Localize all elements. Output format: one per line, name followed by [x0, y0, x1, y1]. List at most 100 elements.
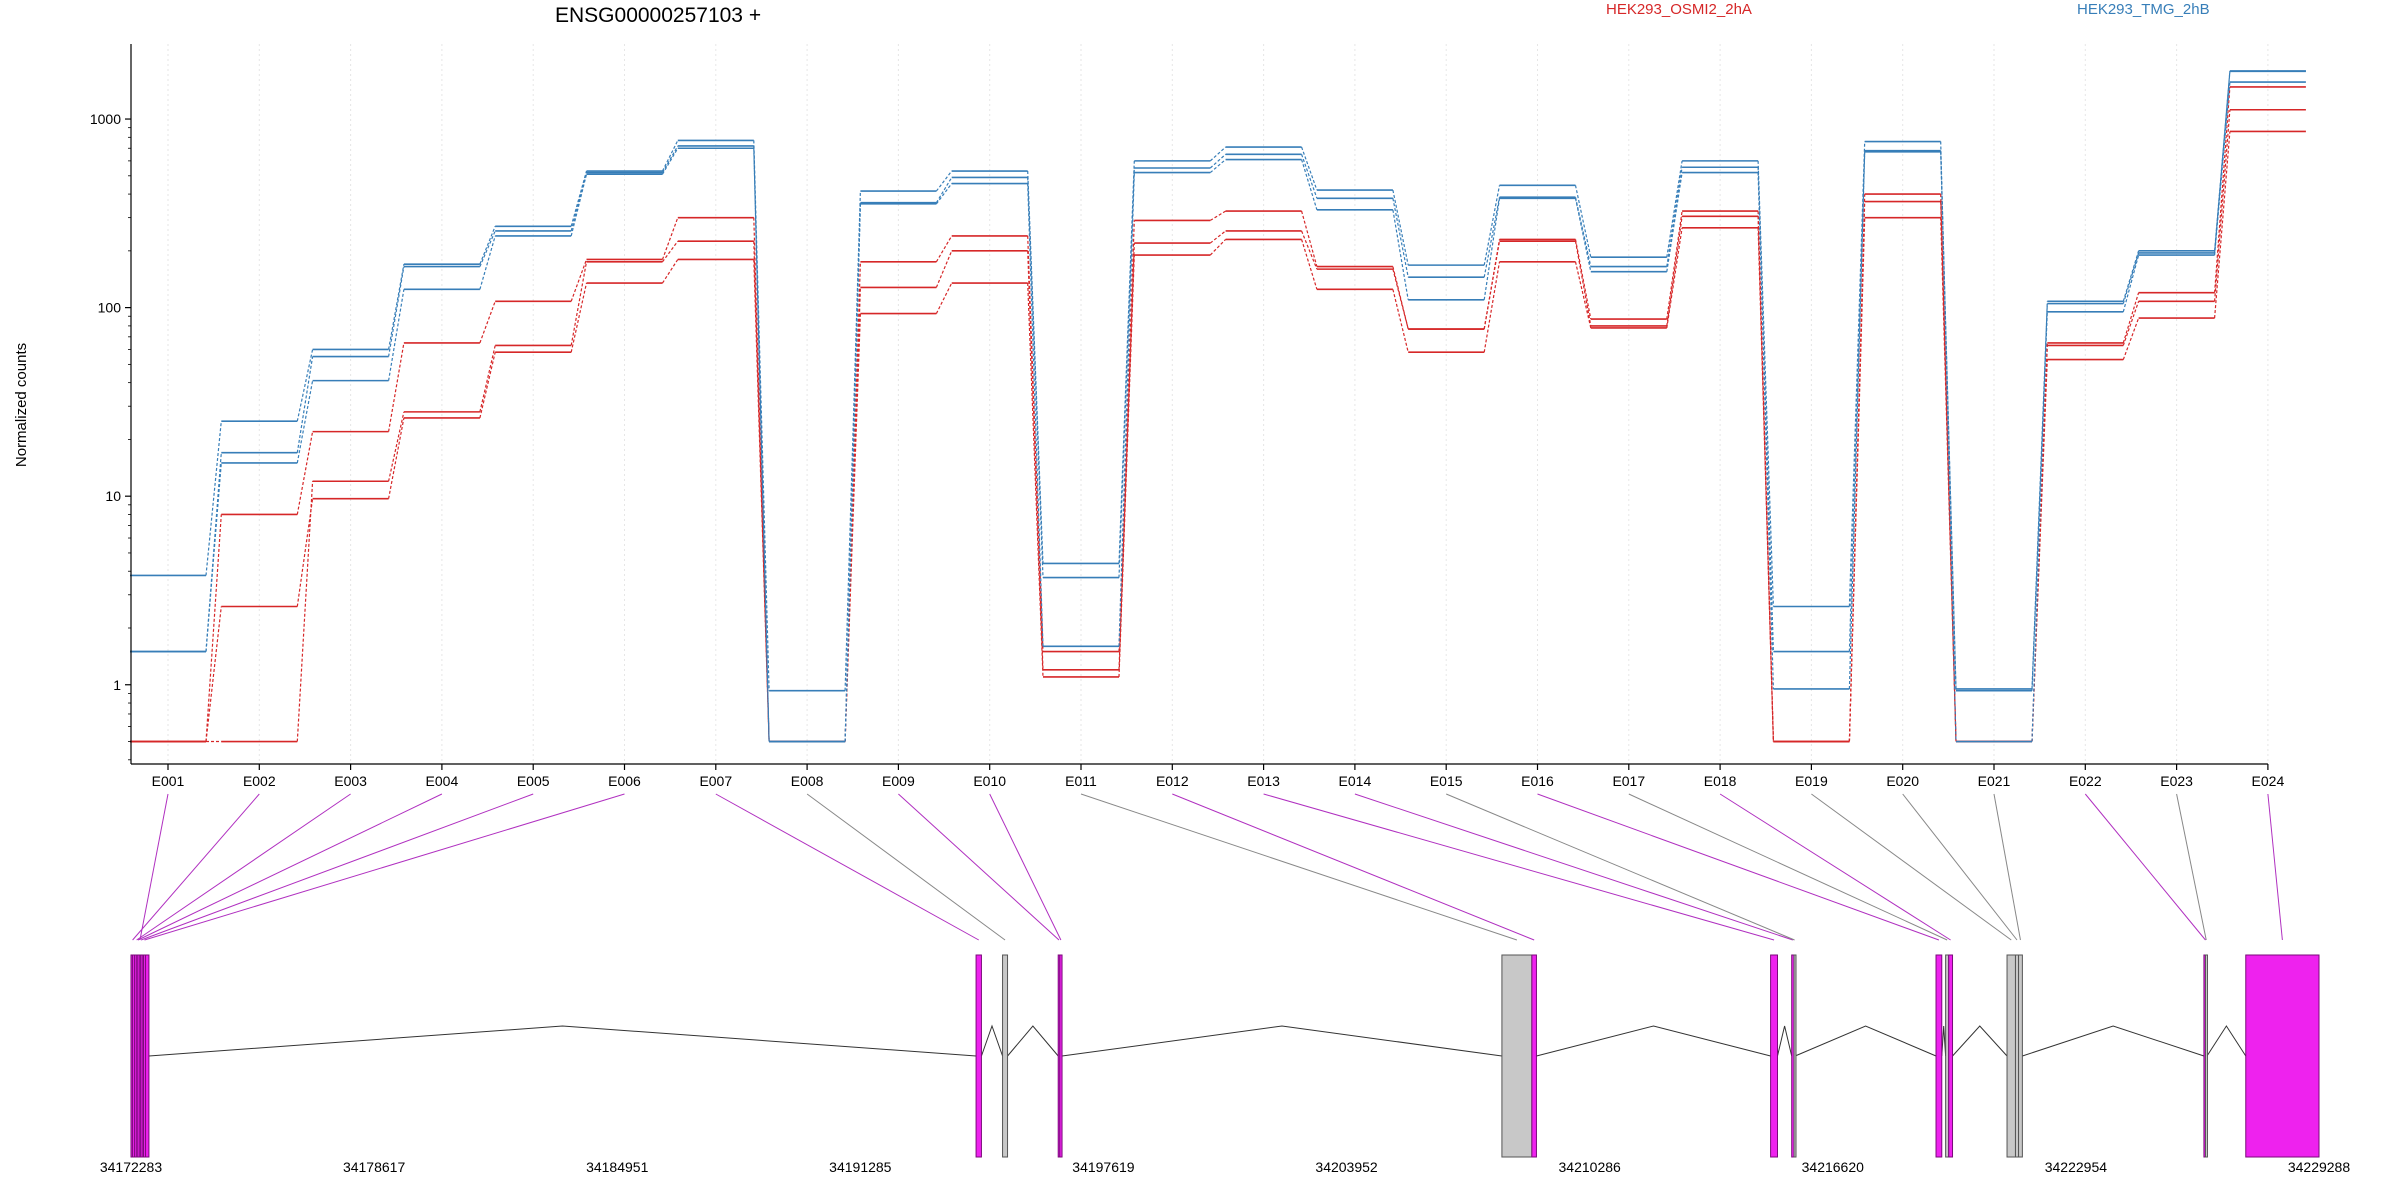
connector-E019 [1811, 793, 2012, 941]
x-tick-label-E005: E005 [517, 773, 550, 789]
exon-block-E023 [2204, 954, 2208, 1158]
legend-entry-group-1: HEK293_TMG_2hB [2077, 1, 2210, 18]
series-connector [2122, 252, 2140, 304]
series-connector [1848, 194, 1866, 742]
series-connector [1209, 146, 1227, 162]
series-connector [661, 259, 679, 284]
intron-line [148, 1025, 977, 1057]
exon-block-E021 [2018, 954, 2023, 1158]
connector-E011 [1080, 793, 1518, 941]
series-connector [2122, 292, 2140, 344]
series-connector [2031, 303, 2048, 689]
intron-line [1941, 1025, 1947, 1057]
series-connector [1209, 153, 1226, 169]
series-connector [479, 226, 496, 265]
series-connector [935, 282, 953, 314]
series-connector [935, 235, 953, 263]
x-tick-label-E002: E002 [243, 773, 276, 789]
genomic-coordinate-label: 34191285 [829, 1159, 892, 1175]
series-connector [1483, 197, 1501, 278]
series-connector [388, 289, 405, 381]
series-connector [1848, 141, 1866, 607]
connector-E022 [2084, 793, 2206, 941]
series-connector [1666, 227, 1683, 329]
x-tick-label-E022: E022 [2069, 773, 2102, 789]
x-tick-label-E013: E013 [1247, 773, 1280, 789]
genomic-coordinate-label: 34184951 [586, 1159, 649, 1175]
series-connector [753, 145, 770, 742]
exon-block-E007 [975, 954, 982, 1158]
series-6 [130, 70, 2306, 743]
series-connector [1301, 239, 1318, 290]
series-connector [662, 240, 679, 263]
series-connector [2122, 301, 2140, 346]
x-tick-label-E008: E008 [791, 773, 824, 789]
series-connector [2214, 131, 2231, 319]
intron-line [1777, 1025, 1793, 1057]
series-connector [1483, 185, 1501, 266]
series-connector [2214, 82, 2231, 256]
genomic-coordinate-label: 34178617 [343, 1159, 406, 1175]
x-tick-label-E009: E009 [882, 773, 915, 789]
series-connector [205, 606, 222, 742]
series-connector [205, 452, 222, 652]
series-connector [1392, 289, 1409, 353]
series-connector [479, 230, 496, 267]
series-connector [479, 345, 496, 412]
x-tick-label-E011: E011 [1065, 773, 1097, 789]
series-connector [1757, 160, 1774, 607]
x-tick-label-E023: E023 [2160, 773, 2193, 789]
series-connector [753, 140, 770, 691]
x-tick-label-E020: E020 [1886, 773, 1919, 789]
series-connector [479, 301, 496, 344]
series-connector [1574, 239, 1592, 320]
connector-E009 [898, 793, 1060, 941]
connector-E012 [1172, 793, 1535, 941]
x-tick-label-E021: E021 [1978, 773, 2011, 789]
series-connector [661, 147, 679, 175]
series-connector [2031, 342, 2048, 742]
series-connector [570, 282, 588, 353]
connector-E014 [1354, 793, 1794, 941]
x-tick-label-E014: E014 [1339, 773, 1372, 789]
connector-E005 [140, 793, 534, 941]
series-connector [1209, 238, 1227, 256]
series-connector [2214, 86, 2231, 293]
series-lines [130, 70, 2306, 743]
series-connector [1301, 230, 1318, 270]
intron-line [2022, 1025, 2205, 1057]
intron-line [1952, 1025, 2008, 1057]
series-connector [1666, 172, 1683, 272]
gene-model: 34172283 34178617 34184951 34191285 34197619… [100, 954, 2350, 1175]
x-tick-label-E007: E007 [699, 773, 732, 789]
series-connector [570, 174, 588, 237]
series-connector [1301, 210, 1318, 267]
y-tick-label: 1000 [90, 111, 121, 127]
series-connector [1666, 216, 1683, 326]
connector-E017 [1628, 793, 1948, 941]
grid-lines [167, 44, 2269, 764]
series-connector [1027, 283, 1044, 677]
connector-E008 [806, 793, 1006, 941]
series-connector [1392, 198, 1409, 278]
series-connector [1757, 211, 1774, 742]
series-connector [296, 380, 314, 464]
connector-E016 [1537, 793, 1940, 941]
connector-E003 [136, 793, 351, 941]
x-tick-label-E012: E012 [1156, 773, 1189, 789]
connector-E010 [989, 793, 1062, 941]
exon-block-E013 [1770, 954, 1778, 1158]
series-connector [661, 145, 679, 173]
series-connector [205, 462, 222, 652]
connector-E018 [1719, 793, 1951, 941]
series-connector [1118, 243, 1135, 670]
connector-E006 [144, 793, 625, 941]
exon-block-E024 [2245, 954, 2320, 1158]
series-connector [296, 431, 314, 515]
series-connector [1209, 159, 1226, 174]
series-connector [1301, 146, 1318, 191]
y-tick-label: 100 [98, 300, 122, 316]
series-connector [388, 411, 405, 482]
series-connector [2122, 254, 2140, 312]
series-connector [388, 342, 405, 432]
